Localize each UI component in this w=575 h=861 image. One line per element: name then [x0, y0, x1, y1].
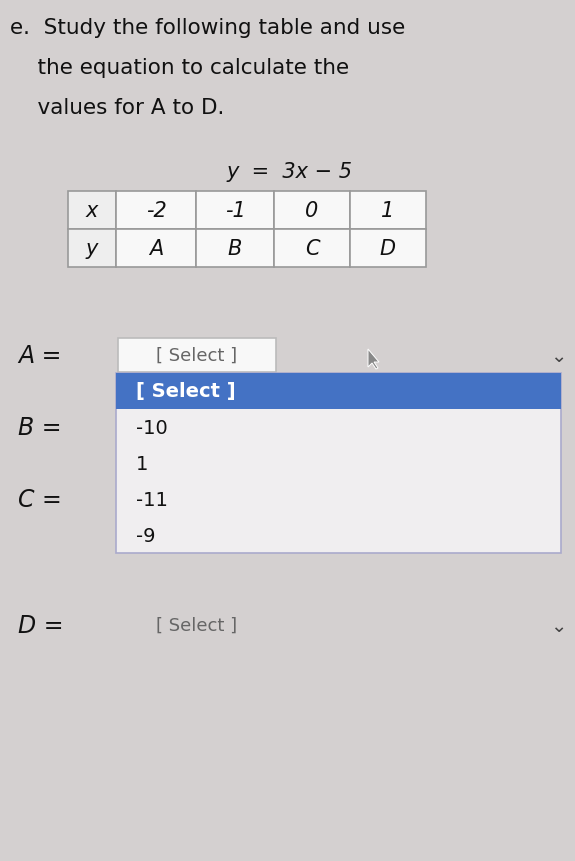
Text: A =: A =	[18, 344, 62, 368]
Bar	[116, 374, 561, 410]
Text: -2: -2	[145, 201, 166, 220]
Bar	[68, 192, 116, 230]
Text: 1: 1	[136, 454, 148, 473]
Text: -11: -11	[136, 490, 168, 509]
Bar	[274, 230, 350, 268]
Text: y: y	[86, 238, 98, 258]
Text: D: D	[380, 238, 396, 258]
Text: [ Select ]: [ Select ]	[136, 382, 236, 401]
Text: 0: 0	[305, 201, 319, 220]
Text: -9: -9	[136, 526, 155, 545]
Bar	[116, 192, 196, 230]
Text: [ Select ]: [ Select ]	[156, 616, 237, 635]
Text: the equation to calculate the: the equation to calculate the	[10, 58, 349, 77]
Text: values for A to D.: values for A to D.	[10, 98, 224, 118]
Bar	[350, 230, 426, 268]
Bar	[68, 230, 116, 268]
Text: A: A	[149, 238, 163, 258]
Text: x: x	[86, 201, 98, 220]
Text: [ Select ]: [ Select ]	[156, 347, 237, 364]
Polygon shape	[368, 350, 379, 369]
Bar	[116, 374, 561, 554]
Text: 1: 1	[381, 201, 394, 220]
Bar	[196, 230, 274, 268]
Bar	[350, 192, 426, 230]
Text: y  =  3x − 5: y = 3x − 5	[227, 162, 353, 182]
Bar	[196, 192, 274, 230]
Text: ⌄: ⌄	[550, 616, 566, 635]
Text: C =: C =	[18, 487, 62, 511]
Text: -1: -1	[225, 201, 246, 220]
Bar	[118, 338, 276, 373]
Text: ⌄: ⌄	[550, 346, 566, 365]
Bar	[274, 192, 350, 230]
Text: e.  Study the following table and use: e. Study the following table and use	[10, 18, 405, 38]
Text: B =: B =	[18, 416, 62, 439]
Text: B: B	[228, 238, 242, 258]
Bar	[116, 230, 196, 268]
Text: C: C	[305, 238, 319, 258]
Text: -10: -10	[136, 418, 168, 437]
Text: D =: D =	[18, 613, 63, 637]
